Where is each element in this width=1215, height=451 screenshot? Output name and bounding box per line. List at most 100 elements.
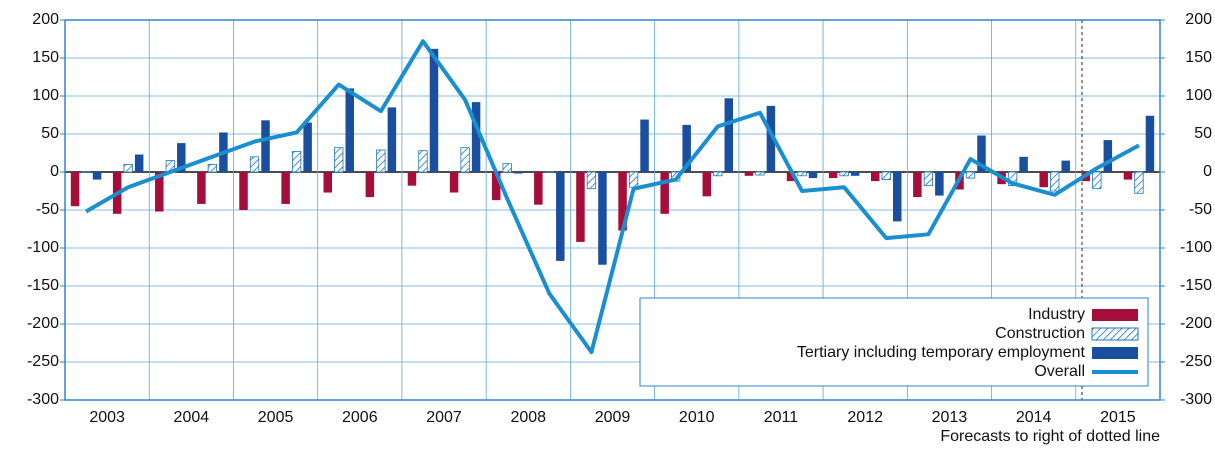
bar xyxy=(713,171,723,177)
y2-tick-label: -200 xyxy=(1180,315,1212,332)
bar xyxy=(744,172,754,176)
x-tick-label: 2003 xyxy=(89,409,125,426)
bar xyxy=(471,102,481,172)
bar xyxy=(1061,160,1070,172)
legend-swatch xyxy=(1092,347,1138,359)
x-tick-label: 2008 xyxy=(510,409,546,426)
bar xyxy=(376,149,386,173)
bar xyxy=(618,172,627,231)
bar xyxy=(640,119,649,172)
bar xyxy=(92,172,102,180)
bar xyxy=(513,172,523,174)
bar xyxy=(1123,172,1133,180)
bar xyxy=(828,172,838,179)
legend-label: Overall xyxy=(1034,363,1085,380)
bar xyxy=(345,88,354,172)
bar xyxy=(155,172,164,212)
y-tick-label: 100 xyxy=(32,87,59,104)
y2-tick-label: -250 xyxy=(1180,353,1212,370)
bar xyxy=(881,171,891,180)
y-tick-label: 200 xyxy=(32,11,59,28)
bar xyxy=(197,172,206,204)
plot-frame xyxy=(64,19,1161,401)
bar xyxy=(534,172,543,205)
bar xyxy=(123,163,133,173)
y2-tick-label: 150 xyxy=(1185,49,1212,66)
bar xyxy=(724,98,734,172)
bar xyxy=(893,172,902,222)
y2-tick-label: -300 xyxy=(1180,391,1212,408)
bar xyxy=(839,171,849,177)
bar xyxy=(766,105,776,172)
bar xyxy=(281,172,290,204)
bar xyxy=(303,122,312,172)
y-tick-label: -100 xyxy=(27,239,59,256)
y2-tick-label: -50 xyxy=(1189,201,1212,218)
x-tick-label: 2011 xyxy=(764,409,799,426)
bar xyxy=(1145,115,1155,172)
bars xyxy=(70,48,1155,265)
bar xyxy=(207,163,218,173)
legend-box xyxy=(639,297,1149,387)
y2-tick-label: 0 xyxy=(1203,163,1212,180)
legend: Industry Construction Tertiary including t… xyxy=(639,297,1149,387)
x-tick-label: 2009 xyxy=(595,409,631,426)
legend-label: Industry xyxy=(1028,306,1085,323)
y-tick-label: -150 xyxy=(27,277,59,294)
legend-label: Construction xyxy=(995,325,1085,342)
bar xyxy=(1092,171,1102,190)
bar xyxy=(797,171,807,177)
y-tick-label: 50 xyxy=(41,125,59,142)
y-tick-label: -50 xyxy=(36,201,59,218)
bar xyxy=(850,172,860,176)
legend-swatch xyxy=(1092,309,1138,321)
lines xyxy=(85,39,1140,355)
x-tick-label: 2012 xyxy=(847,409,883,426)
y-tick-label: 150 xyxy=(32,49,59,66)
bar xyxy=(134,154,144,172)
bar xyxy=(81,171,91,173)
bar xyxy=(544,171,554,173)
bar xyxy=(628,171,639,188)
bar xyxy=(249,156,260,173)
bar xyxy=(598,172,607,265)
bar xyxy=(935,172,944,196)
bar xyxy=(387,107,397,172)
legend-label: Tertiary including temporary employment xyxy=(797,344,1086,361)
bar xyxy=(261,120,270,172)
y2-tick-label: -150 xyxy=(1180,277,1212,294)
bar xyxy=(449,172,459,193)
y2-tick-label: 100 xyxy=(1185,87,1212,104)
y2-tick-label: 200 xyxy=(1185,11,1212,28)
bar xyxy=(965,171,976,179)
x-tick-label: 2005 xyxy=(258,409,294,426)
y-tick-label: -300 xyxy=(27,391,59,408)
bar xyxy=(1019,156,1028,172)
x-tick-label: 2004 xyxy=(174,409,210,426)
bar xyxy=(334,147,344,173)
bar xyxy=(491,172,501,201)
bar xyxy=(702,172,712,197)
bar xyxy=(682,124,691,172)
x-tick-label: 2006 xyxy=(342,409,378,426)
bar xyxy=(913,172,922,198)
x-tick-label: 2013 xyxy=(932,409,968,426)
bar xyxy=(365,172,375,198)
x-tick-label: 2014 xyxy=(1016,409,1052,426)
bar xyxy=(239,172,248,210)
bar xyxy=(786,172,796,182)
bar xyxy=(291,151,302,173)
x-tick-label: 2007 xyxy=(426,409,462,426)
x-tick-label: 2010 xyxy=(679,409,715,426)
bar xyxy=(407,172,417,186)
y-tick-label: 0 xyxy=(50,163,59,180)
bar xyxy=(177,143,186,172)
bar xyxy=(1134,171,1144,194)
bar xyxy=(977,135,986,172)
bar xyxy=(556,172,565,261)
y2-tick-label: 50 xyxy=(1194,125,1212,142)
bar xyxy=(1103,140,1113,172)
y2-tick-label: -100 xyxy=(1180,239,1212,256)
bar xyxy=(576,172,585,242)
